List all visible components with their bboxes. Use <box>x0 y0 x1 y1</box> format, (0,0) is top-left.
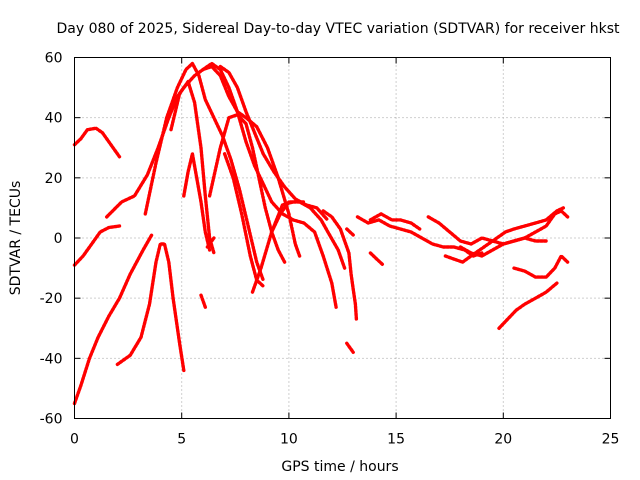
x-tick-label: 0 <box>70 432 79 448</box>
series-track-14 <box>250 200 306 294</box>
y-tick-label: -20 <box>40 291 63 307</box>
series-track-26 <box>512 254 570 279</box>
series-track-24 <box>443 206 565 264</box>
series-track-8 <box>182 152 212 252</box>
series-track-4 <box>115 242 186 373</box>
series-track-17 <box>345 341 355 354</box>
x-tick-label: 25 <box>602 432 620 448</box>
x-tick-label: 5 <box>177 432 186 448</box>
x-tick-label: 10 <box>280 432 298 448</box>
y-tick-label: 40 <box>45 111 63 127</box>
series-track-5 <box>105 64 302 258</box>
series-track-21 <box>368 212 422 231</box>
axis-ticks: 0 5 10 15 20 25 -60 -40 -20 0 20 40 60 <box>40 51 620 448</box>
series-track-16 <box>199 293 207 309</box>
x-tick-label: 15 <box>387 432 405 448</box>
series-track-12 <box>207 113 287 264</box>
series-track-9 <box>201 61 338 309</box>
y-tick-label: 0 <box>54 231 63 247</box>
data-layer <box>72 61 570 406</box>
series-track-15 <box>205 236 216 249</box>
series-track-19 <box>345 227 355 237</box>
series-track-6 <box>143 61 265 282</box>
y-axis-label: SDTVAR / TECUs <box>8 181 24 296</box>
series-track-7 <box>169 79 216 255</box>
y-tick-label: 60 <box>45 51 63 67</box>
y-tick-label: 20 <box>45 171 63 187</box>
series-track-18 <box>321 209 359 321</box>
x-axis-label: GPS time / hours <box>281 459 398 475</box>
chart-title: Day 080 of 2025, Sidereal Day-to-day VTE… <box>57 21 620 37</box>
y-tick-label: -40 <box>40 351 63 367</box>
series-track-27 <box>497 281 559 330</box>
series-track-25 <box>458 236 548 258</box>
series-track-3 <box>72 233 154 406</box>
series-track-13 <box>270 200 347 270</box>
series-track-2 <box>72 224 122 267</box>
y-tick-label: -60 <box>40 412 63 428</box>
series-track-22 <box>368 251 385 267</box>
series-track-1 <box>72 126 122 159</box>
x-tick-label: 20 <box>494 432 512 448</box>
